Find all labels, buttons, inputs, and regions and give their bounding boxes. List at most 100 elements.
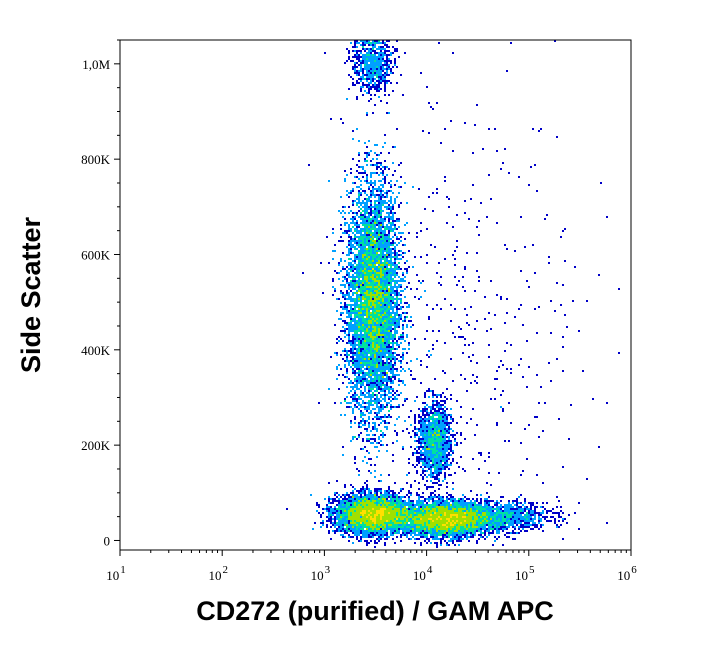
event-dot <box>362 448 364 450</box>
event-dot <box>426 512 428 514</box>
event-dot <box>464 510 466 512</box>
event-dot <box>366 146 368 148</box>
event-dot <box>390 532 392 534</box>
event-dot <box>388 510 390 512</box>
event-dot <box>436 530 438 532</box>
event-dot <box>350 230 352 232</box>
event-dot <box>376 234 378 236</box>
event-dot <box>384 258 386 260</box>
event-dot <box>442 440 444 442</box>
event-dot <box>450 520 452 522</box>
event-dot <box>414 508 416 510</box>
event-dot <box>350 308 352 310</box>
event-dot <box>454 512 456 514</box>
event-dot <box>386 536 388 538</box>
event-dot <box>468 514 470 516</box>
event-dot <box>360 336 362 338</box>
event-dot <box>342 502 344 504</box>
event-dot <box>380 536 382 538</box>
event-dot <box>390 366 392 368</box>
event-dot <box>370 380 372 382</box>
event-dot <box>384 310 386 312</box>
event-dot <box>390 318 392 320</box>
event-dot <box>396 518 398 520</box>
event-dot <box>348 230 350 232</box>
event-dot <box>472 520 474 522</box>
event-dot <box>436 432 438 434</box>
event-dot <box>374 342 376 344</box>
event-dot <box>348 274 350 276</box>
event-dot <box>424 426 426 428</box>
event-dot <box>346 270 348 272</box>
event-dot <box>426 442 428 444</box>
event-dot <box>440 450 442 452</box>
event-dot <box>388 204 390 206</box>
event-dot <box>362 246 364 248</box>
event-dot <box>388 264 390 266</box>
event-dot <box>370 274 372 276</box>
event-dot <box>494 540 496 542</box>
event-dot <box>346 312 348 314</box>
event-dot <box>382 310 384 312</box>
event-dot <box>358 496 360 498</box>
event-dot <box>444 476 446 478</box>
event-dot <box>358 506 360 508</box>
event-dot <box>370 472 372 474</box>
event-dot <box>362 308 364 310</box>
event-dot <box>364 264 366 266</box>
event-dot <box>390 526 392 528</box>
event-dot <box>376 386 378 388</box>
event-dot <box>366 226 368 228</box>
event-dot <box>378 322 380 324</box>
event-dot <box>352 340 354 342</box>
event-dot <box>480 532 482 534</box>
event-dot <box>370 248 372 250</box>
event-dot <box>344 222 346 224</box>
event-dot <box>438 500 440 502</box>
event-dot <box>370 334 372 336</box>
event-dot <box>398 294 400 296</box>
event-dot <box>448 422 450 424</box>
event-dot <box>362 280 364 282</box>
event-dot <box>362 536 364 538</box>
event-dot <box>452 514 454 516</box>
event-dot <box>434 450 436 452</box>
event-dot <box>384 178 386 180</box>
event-dot <box>352 400 354 402</box>
event-dot <box>424 434 426 436</box>
event-dot <box>422 478 424 480</box>
event-dot <box>428 468 430 470</box>
event-dot <box>350 238 352 240</box>
event-dot <box>366 174 368 176</box>
event-dot <box>374 356 376 358</box>
event-dot <box>370 176 372 178</box>
event-dot <box>348 504 350 506</box>
event-dot <box>356 240 358 242</box>
event-dot <box>392 346 394 348</box>
event-dot <box>354 418 356 420</box>
event-dot <box>360 192 362 194</box>
event-dot <box>392 514 394 516</box>
event-dot <box>354 340 356 342</box>
event-dot <box>482 514 484 516</box>
event-dot <box>434 476 436 478</box>
event-dot <box>388 508 390 510</box>
event-dot <box>392 286 394 288</box>
event-dot <box>332 508 334 510</box>
event-dot <box>380 350 382 352</box>
event-dot <box>392 262 394 264</box>
event-dot <box>366 284 368 286</box>
event-dot <box>436 534 438 536</box>
event-dot <box>372 386 374 388</box>
event-dot <box>358 206 360 208</box>
event-dot <box>372 226 374 228</box>
event-dot <box>394 494 396 496</box>
event-dot <box>470 520 472 522</box>
event-dot <box>436 434 438 436</box>
event-dot <box>342 308 344 310</box>
event-dot <box>374 254 376 256</box>
event-dot <box>390 210 392 212</box>
event-dot <box>374 476 376 478</box>
event-dot <box>408 516 410 518</box>
event-dot <box>436 450 438 452</box>
